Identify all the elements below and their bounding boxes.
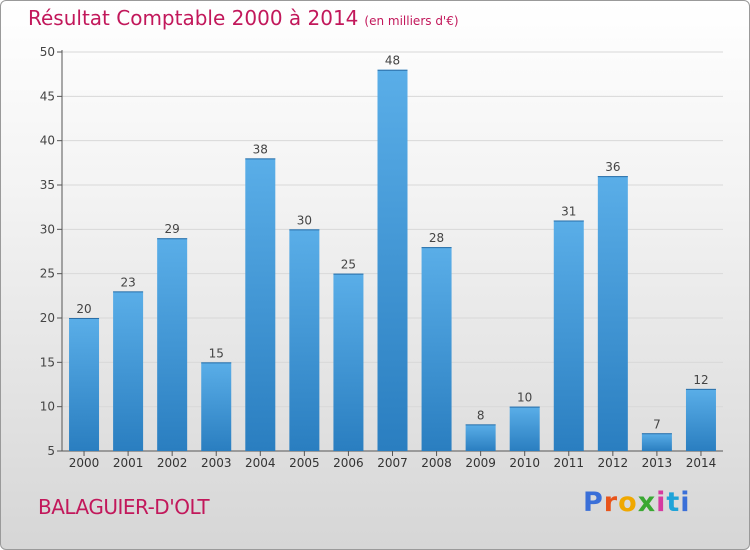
x-tick-label: 2010 [509, 456, 540, 470]
labels: 20 2000 23 2001 29 2002 15 2003 38 2004 30 2005 25 20… [69, 54, 716, 470]
bar-2001 [113, 291, 144, 451]
bar-2006 [333, 273, 364, 451]
x-tick-label: 2014 [686, 456, 717, 470]
proxiti-logo[interactable]: Proxiti [583, 487, 691, 518]
y-tick-label: 35 [40, 178, 55, 192]
y-tick-label: 30 [40, 222, 55, 236]
y-tick-label: 15 [40, 355, 55, 369]
data-label: 20 [76, 302, 91, 316]
y-tick-label: 20 [40, 311, 55, 325]
x-tick-label: 2012 [598, 456, 629, 470]
x-tick-label: 2002 [157, 456, 188, 470]
bar-2009 [465, 424, 496, 451]
data-label: 28 [429, 231, 444, 245]
x-tick-label: 2006 [333, 456, 364, 470]
bar-2012 [597, 176, 628, 451]
bar-2010 [509, 406, 540, 451]
bar-2004 [245, 158, 276, 451]
logo-letter: r [603, 487, 619, 518]
data-label: 7 [653, 417, 661, 431]
bar-2005 [289, 229, 320, 451]
data-label: 23 [120, 275, 135, 289]
chart-title: Résultat Comptable 2000 à 2014 (en millie… [28, 6, 459, 30]
logo-letter: i [680, 487, 691, 518]
data-label: 30 [297, 213, 312, 227]
data-label: 31 [561, 204, 576, 218]
bar-2011 [553, 220, 584, 451]
x-tick-label: 2008 [421, 456, 452, 470]
x-tick-label: 2011 [553, 456, 584, 470]
y-tick-label: 45 [40, 89, 55, 103]
data-label: 48 [385, 54, 400, 68]
x-tick-label: 2001 [113, 456, 144, 470]
data-label: 25 [341, 258, 356, 272]
x-tick-label: 2003 [201, 456, 232, 470]
bar-2000 [69, 318, 100, 451]
y-tick-label: 25 [40, 267, 55, 281]
logo-letter: P [583, 487, 604, 518]
bar-2008 [421, 247, 452, 451]
y-tick-label: 5 [47, 444, 55, 458]
x-tick-label: 2005 [289, 456, 320, 470]
bar-2014 [685, 388, 716, 451]
chart-subtitle: (en milliers d'€) [364, 14, 459, 28]
logo-letter: x [637, 487, 657, 518]
y-tick-label: 10 [40, 400, 55, 414]
y-tick-label: 50 [40, 45, 55, 59]
data-label: 8 [477, 408, 485, 422]
title-text: Résultat Comptable 2000 à 2014 [28, 6, 359, 30]
x-tick-label: 2009 [465, 456, 496, 470]
bar-2002 [157, 238, 188, 451]
x-tick-label: 2013 [642, 456, 673, 470]
bars [69, 69, 716, 451]
bar-2013 [641, 433, 672, 451]
logo-letter: t [666, 487, 681, 518]
bar-2003 [201, 362, 232, 451]
x-tick-label: 2007 [377, 456, 408, 470]
logo-letter: i [656, 487, 667, 518]
y-tick-label: 40 [40, 134, 55, 148]
logo-letter: o [618, 487, 638, 518]
commune-name: BALAGUIER-D'OLT [38, 495, 210, 519]
bar-2007 [377, 69, 408, 451]
data-label: 38 [253, 142, 268, 156]
x-tick-label: 2004 [245, 456, 276, 470]
x-tick-label: 2000 [69, 456, 100, 470]
data-label: 10 [517, 391, 532, 405]
data-label: 15 [209, 346, 224, 360]
data-label: 36 [605, 160, 620, 174]
data-label: 12 [693, 373, 708, 387]
data-label: 29 [165, 222, 180, 236]
